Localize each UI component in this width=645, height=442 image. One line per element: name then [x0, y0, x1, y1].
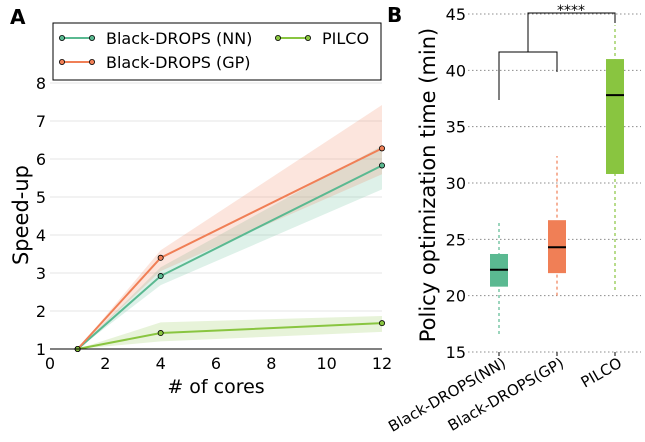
legend-label-nn: Black-DROPS (NN)	[106, 29, 252, 48]
y-tick-label: 7	[36, 112, 46, 131]
speedup-grid	[50, 82, 382, 312]
y-tick-label: 35	[446, 118, 466, 137]
x-tick-label: 2	[100, 354, 110, 373]
legend-label-pilco: PILCO	[322, 29, 369, 48]
legend-marker-pilco-right	[304, 35, 311, 42]
data-point	[157, 273, 164, 280]
y-tick-label: 8	[36, 74, 46, 93]
policy-time-chart: 15 20 25 30 35 40 45 Black-DROPS(NN)Black-DROP…	[385, 3, 641, 436]
y-tick-label: 3	[36, 264, 46, 283]
policy-time-y-label: Policy optimization time (min)	[416, 28, 440, 343]
legend-marker-pilco-left	[274, 35, 281, 42]
y-tick-label: 2	[36, 302, 46, 321]
significance-brackets: ****	[498, 3, 616, 100]
y-tick-label: 25	[446, 230, 466, 249]
legend-marker-gp-left	[59, 59, 66, 66]
bracket-pair-pilco	[527, 12, 616, 52]
x-tick-label: PILCO	[578, 354, 625, 392]
speedup-lines	[74, 145, 385, 352]
legend-marker-nn-left	[59, 35, 66, 42]
data-point	[157, 330, 164, 337]
speedup-y-ticks: 1 2 3 4 5 6 7 8	[36, 74, 46, 359]
legend-marker-nn-right	[89, 35, 96, 42]
x-tick-label: 8	[266, 354, 276, 373]
speedup-x-label: # of cores	[167, 376, 264, 398]
y-tick-label: 15	[446, 343, 466, 362]
policy-time-boxes	[490, 25, 624, 334]
data-point	[378, 320, 385, 327]
legend-box	[52, 22, 382, 81]
speedup-legend: Black-DROPS (NN) Black-DROPS (GP) PILCO	[52, 22, 382, 81]
significance-label: ****	[557, 3, 585, 19]
confidence-band	[77, 105, 383, 349]
legend-label-gp: Black-DROPS (GP)	[106, 53, 251, 72]
speedup-confidence-bands	[77, 105, 383, 349]
policy-time-grid	[468, 13, 641, 353]
panel-label-a: A	[10, 5, 26, 29]
speedup-x-ticks: 0 2 4 6 8 10 12	[45, 354, 392, 373]
box	[606, 59, 624, 174]
data-point	[378, 145, 385, 152]
legend-entry-gp: Black-DROPS (GP)	[59, 53, 251, 72]
x-tick-label: 12	[372, 354, 392, 373]
confidence-band	[77, 145, 383, 349]
data-point	[378, 162, 385, 169]
bracket-nn-gp	[498, 51, 558, 100]
policy-time-x-ticks: Black-DROPS(NN)Black-DROPS(GP) PILCO	[385, 352, 625, 436]
y-tick-label: 4	[36, 226, 46, 245]
policy-time-y-ticks: 15 20 25 30 35 40 45	[446, 5, 466, 362]
data-point	[157, 254, 164, 261]
x-tick-label: 10	[316, 354, 336, 373]
speedup-y-label: Speed-up	[9, 165, 33, 265]
y-tick-label: 1	[36, 340, 46, 359]
x-tick-label: 4	[156, 354, 166, 373]
y-tick-label: 30	[446, 174, 466, 193]
legend-marker-gp-right	[89, 59, 96, 66]
y-tick-label: 20	[446, 287, 466, 306]
y-tick-label: 6	[36, 150, 46, 169]
legend-entry-nn: Black-DROPS (NN)	[59, 29, 252, 48]
y-tick-label: 40	[446, 61, 466, 80]
legend-entry-pilco: PILCO	[274, 29, 369, 48]
panel-label-b: B	[387, 3, 402, 27]
x-tick-label: 6	[211, 354, 221, 373]
y-tick-label: 45	[446, 5, 466, 24]
x-tick-label: 0	[45, 354, 55, 373]
y-tick-label: 5	[36, 188, 46, 207]
confidence-band	[77, 315, 383, 349]
